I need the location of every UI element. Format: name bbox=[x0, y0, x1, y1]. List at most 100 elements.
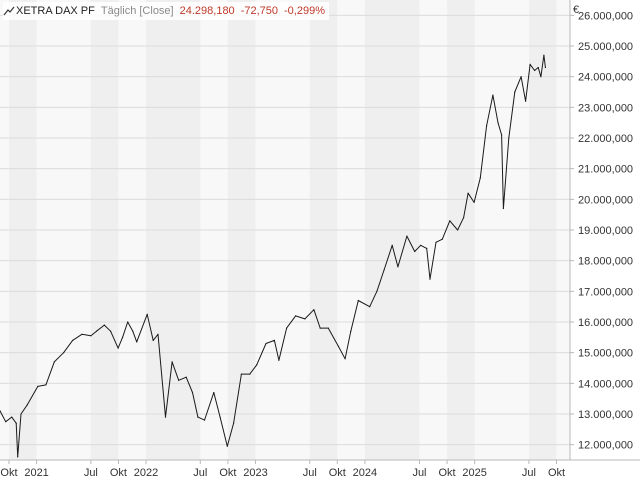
price-point bbox=[53, 361, 55, 363]
price-point bbox=[457, 229, 459, 231]
price-point bbox=[350, 330, 352, 332]
y-tick-label: 22.000,000 bbox=[578, 133, 633, 145]
x-tick-label: Okt bbox=[548, 467, 565, 479]
y-tick-label: 14.000,000 bbox=[578, 378, 633, 390]
instrument-name: XETRA DAX PF bbox=[16, 5, 95, 17]
price-point bbox=[265, 342, 267, 345]
price-point bbox=[122, 336, 124, 338]
y-tick-label: 13.000,000 bbox=[578, 409, 633, 421]
price-point bbox=[278, 359, 280, 361]
price-point bbox=[256, 364, 258, 366]
y-tick-label: 26.000,000 bbox=[578, 10, 633, 22]
currency-label: € bbox=[573, 4, 579, 16]
x-tick-label: 2022 bbox=[134, 467, 158, 479]
price-point bbox=[369, 306, 371, 308]
price-point bbox=[127, 321, 129, 323]
change-percent: -0,299% bbox=[284, 5, 325, 17]
x-tick-label: Okt bbox=[0, 467, 17, 479]
x-tick-label: Jul bbox=[522, 467, 536, 479]
x-tick-label: Jul bbox=[84, 467, 98, 479]
price-point bbox=[319, 327, 321, 329]
price-point bbox=[110, 330, 112, 332]
x-tick-label: 2021 bbox=[24, 467, 48, 479]
price-point bbox=[157, 333, 159, 335]
y-tick-label: 15.000,000 bbox=[578, 348, 633, 360]
price-point bbox=[426, 247, 428, 249]
price-point bbox=[344, 358, 346, 360]
price-point bbox=[136, 341, 138, 343]
x-tick-label: Jul bbox=[412, 467, 426, 479]
price-point bbox=[95, 330, 98, 332]
y-tick-label: 17.000,000 bbox=[578, 286, 633, 298]
price-point bbox=[45, 384, 47, 386]
price-point bbox=[286, 327, 288, 329]
price-point bbox=[414, 250, 416, 253]
y-tick-label: 18.000,000 bbox=[578, 256, 633, 268]
price-point bbox=[185, 376, 187, 378]
price-point bbox=[17, 456, 19, 458]
price-point bbox=[357, 299, 359, 302]
price-point bbox=[37, 385, 39, 387]
y-tick-label: 12.000,000 bbox=[578, 440, 633, 452]
price-point bbox=[463, 217, 465, 219]
change-value: -72,750 bbox=[240, 5, 278, 17]
price-point bbox=[514, 91, 516, 93]
price-point bbox=[473, 201, 475, 203]
price-point bbox=[435, 241, 437, 243]
x-tick-label: 2024 bbox=[353, 467, 377, 479]
price-point bbox=[117, 347, 119, 349]
price-point bbox=[103, 324, 105, 326]
price-point bbox=[420, 244, 422, 246]
price-point bbox=[497, 122, 499, 124]
price-point bbox=[534, 69, 536, 72]
price-point bbox=[544, 66, 547, 69]
price-point bbox=[20, 413, 22, 415]
y-tick-label: 23.000,000 bbox=[578, 102, 633, 114]
price-point bbox=[249, 373, 251, 375]
price-point bbox=[132, 330, 134, 332]
price-point bbox=[164, 416, 167, 418]
last-value: 24.298,180 bbox=[179, 5, 235, 17]
y-tick-label: 21.000,000 bbox=[578, 164, 633, 176]
price-point bbox=[520, 76, 522, 78]
price-point bbox=[63, 352, 65, 354]
price-point bbox=[406, 235, 408, 237]
price-point bbox=[501, 134, 503, 136]
price-point bbox=[171, 361, 173, 363]
price-point bbox=[449, 220, 451, 222]
x-tick-label: Jul bbox=[193, 467, 207, 479]
price-point bbox=[295, 315, 297, 317]
price-point bbox=[226, 445, 228, 447]
y-tick-label: 25.000,000 bbox=[578, 41, 633, 53]
price-point bbox=[529, 63, 531, 65]
price-point bbox=[5, 421, 7, 423]
price-point bbox=[383, 269, 385, 271]
x-tick-label: Okt bbox=[329, 467, 346, 479]
price-point bbox=[502, 207, 504, 210]
x-tick-label: 2025 bbox=[462, 467, 486, 479]
price-point bbox=[11, 416, 13, 418]
x-tick-label: Okt bbox=[110, 467, 127, 479]
price-point bbox=[152, 339, 154, 341]
price-point bbox=[146, 313, 148, 315]
price-point bbox=[219, 416, 221, 418]
price-point bbox=[15, 422, 17, 424]
price-point bbox=[304, 318, 306, 320]
price-point bbox=[191, 391, 194, 394]
price-point bbox=[178, 379, 180, 381]
y-tick-label: 19.000,000 bbox=[578, 225, 633, 237]
price-point bbox=[213, 391, 215, 394]
price-point bbox=[203, 419, 206, 421]
x-tick-label: Jul bbox=[303, 467, 317, 479]
x-tick-label: Okt bbox=[439, 467, 456, 479]
price-point bbox=[397, 266, 399, 268]
line-chart-icon bbox=[3, 5, 15, 17]
data-mode[interactable]: Täglich [Close] bbox=[100, 5, 174, 17]
price-point bbox=[486, 125, 488, 127]
price-point bbox=[72, 339, 74, 341]
price-point bbox=[197, 416, 199, 418]
price-point bbox=[81, 333, 83, 335]
price-point bbox=[0, 410, 1, 412]
